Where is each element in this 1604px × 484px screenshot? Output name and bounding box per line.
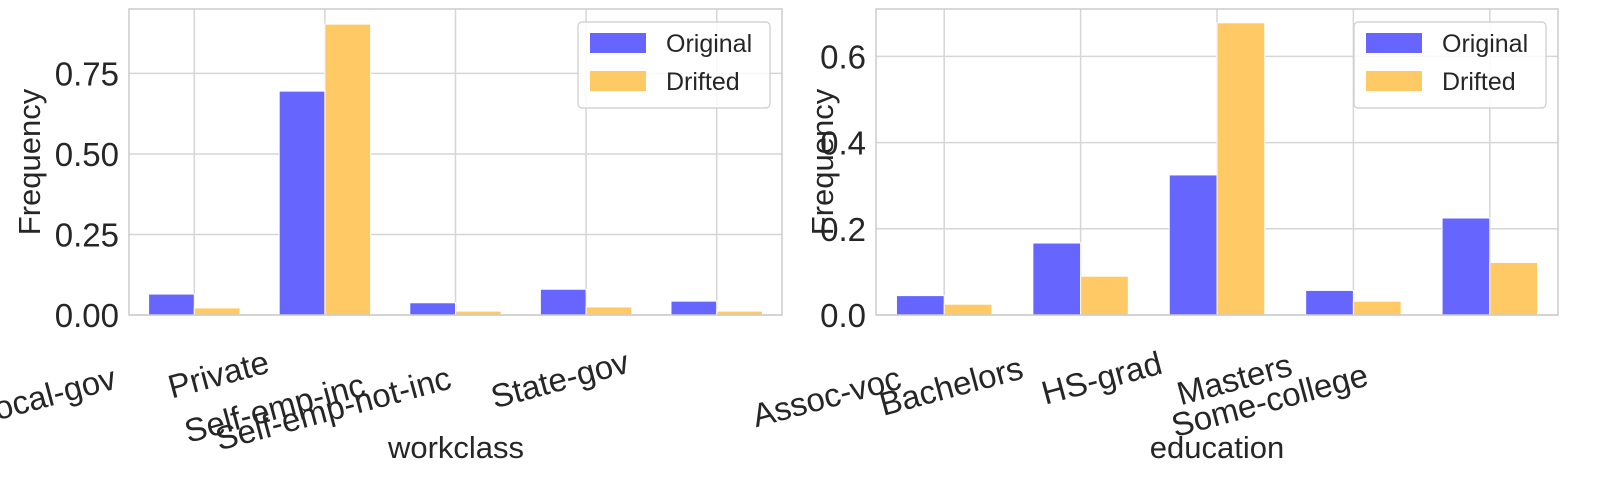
bar-original [278,90,326,316]
bar-original [1032,242,1082,316]
y-tick-label: 0.25 [55,216,119,253]
bar-original [148,293,195,316]
x-tick-label: State-gov [487,343,633,415]
legend-label: Drifted [666,68,740,96]
legend-label: Original [666,30,752,58]
legend-swatch-original [1366,33,1422,53]
y-tick-label: 0.0 [820,297,866,334]
bar-drifted [1216,22,1266,316]
legend-label: Original [1442,30,1528,58]
x-axis-label: education [1150,430,1284,465]
bar-original [539,288,587,316]
y-tick-label: 0.4 [820,125,866,162]
legend: Original Drifted [577,21,771,109]
legend-label: Drifted [1442,68,1516,96]
bar-drifted [1080,275,1129,316]
bar-original [895,295,945,316]
bar-original [670,300,718,316]
bar-drifted [324,23,372,316]
bar-drifted [943,303,993,316]
bar-original [1305,289,1354,316]
y-tick-label: 0.2 [820,211,866,248]
legend: Original Drifted [1353,21,1547,109]
bar-drifted [193,307,241,316]
bar-drifted [585,306,633,316]
x-tick-label: Local-gov [0,359,120,432]
legend-swatch-drifted [590,71,646,91]
legend-swatch-original [590,33,646,53]
y-tick-label: 0.6 [820,38,866,75]
bar-drifted [1489,261,1539,316]
bar-drifted [1352,300,1402,316]
bar-original [1168,174,1218,316]
y-tick-label: 0.00 [55,297,119,334]
y-tick-label: 0.50 [55,136,119,173]
bar-original [409,302,457,316]
y-axis-label: Frequency [805,88,840,235]
x-tick-label: HS-grad [1038,344,1166,412]
y-axis-label: Frequency [12,88,47,235]
y-tick-label: 0.75 [55,55,119,92]
plot-frame [875,8,1559,316]
x-tick-label: Bachelors [875,349,1026,423]
bar-original [1441,217,1491,316]
x-axis-label: workclass [387,430,524,465]
plot-frame [128,8,783,316]
legend-swatch-drifted [1366,71,1422,91]
